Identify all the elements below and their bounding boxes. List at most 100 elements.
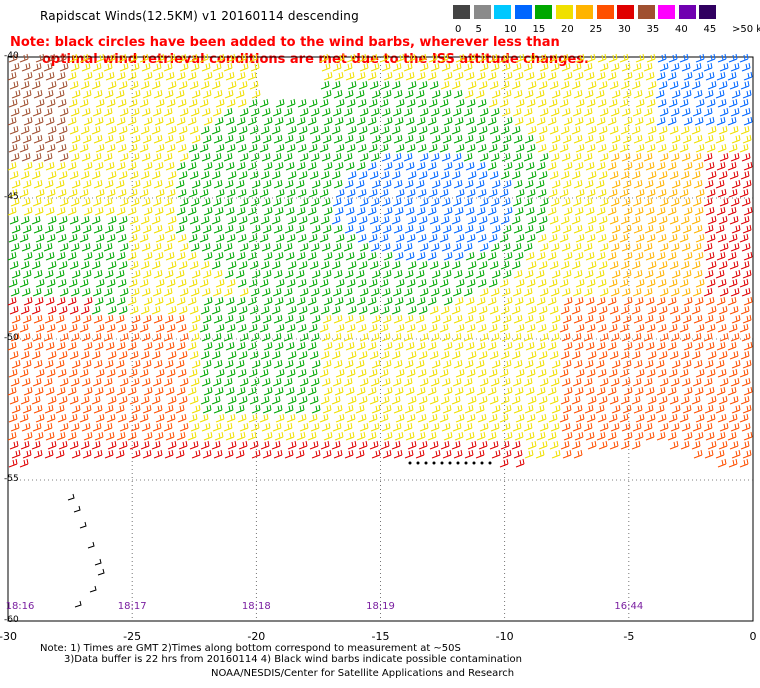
wind-barb xyxy=(670,152,680,162)
wind-barb xyxy=(369,215,379,225)
wind-barb xyxy=(523,62,533,72)
wind-barb xyxy=(427,116,437,126)
wind-barb xyxy=(381,422,391,432)
wind-barb xyxy=(367,206,377,216)
wind-barb xyxy=(536,386,546,396)
wind-barb xyxy=(489,260,499,270)
wind-barb xyxy=(695,233,705,243)
wind-barb xyxy=(103,332,113,342)
wind-barb xyxy=(130,332,140,342)
wind-barb xyxy=(634,116,644,126)
wind-barb xyxy=(740,215,750,225)
wind-barb xyxy=(225,431,235,441)
wind-barb xyxy=(620,80,630,90)
wind-barb xyxy=(658,125,668,135)
wind-barb xyxy=(502,449,512,459)
wind-barb xyxy=(321,197,331,207)
wind-barb xyxy=(392,332,402,342)
wind-barb xyxy=(683,161,693,171)
wind-barb xyxy=(454,386,464,396)
wind-barb xyxy=(547,71,557,81)
wind-barb xyxy=(81,62,91,72)
wind-barb xyxy=(44,359,54,369)
wind-barb xyxy=(20,350,30,360)
wind-barb xyxy=(488,98,498,108)
wind-barb xyxy=(215,413,225,423)
wind-barb xyxy=(716,71,726,81)
wind-barb xyxy=(34,251,44,261)
wind-barb xyxy=(128,413,138,423)
wind-barb xyxy=(463,422,473,432)
wind-barb xyxy=(154,206,164,216)
wind-barb xyxy=(297,233,307,243)
wind-barb xyxy=(260,350,270,360)
wind-barb xyxy=(695,413,705,423)
wind-barb xyxy=(707,395,717,405)
wind-barb xyxy=(307,431,317,441)
wind-barb xyxy=(299,152,309,162)
wind-barb xyxy=(548,98,558,108)
wind-barb xyxy=(419,377,429,387)
wind-barb xyxy=(35,278,45,288)
wind-barb xyxy=(262,269,272,279)
wind-barb xyxy=(346,53,356,63)
wind-barb xyxy=(705,206,715,216)
wind-barb xyxy=(164,89,174,99)
scale-label: 5 xyxy=(475,24,482,35)
wind-barb xyxy=(323,251,333,261)
wind-barb xyxy=(8,188,18,198)
wind-barb xyxy=(20,215,30,225)
wind-barb xyxy=(22,314,32,324)
wind-barb xyxy=(657,53,667,63)
wind-barb xyxy=(58,305,68,315)
wind-barb xyxy=(165,341,175,351)
wind-barb xyxy=(142,359,152,369)
wind-barb xyxy=(620,125,630,135)
wind-barb xyxy=(430,197,440,207)
wind-barb xyxy=(740,440,750,450)
wind-barb xyxy=(729,260,739,270)
wind-barb xyxy=(575,98,585,108)
wind-barb xyxy=(441,422,451,432)
wind-barb xyxy=(129,305,139,315)
wind-barb xyxy=(68,143,78,153)
wind-barb xyxy=(679,278,689,288)
wind-barb xyxy=(347,80,357,90)
wind-barb xyxy=(487,296,497,306)
wind-barb xyxy=(93,359,103,369)
wind-barb xyxy=(104,314,114,324)
wind-barb xyxy=(646,188,656,198)
wind-barb xyxy=(331,260,341,270)
wind-barb xyxy=(358,260,368,270)
wind-barb xyxy=(236,251,246,261)
wind-barb xyxy=(464,314,474,324)
wind-barb xyxy=(106,278,116,288)
wind-barb xyxy=(488,323,498,333)
wind-barb xyxy=(223,332,233,342)
wind-barb xyxy=(70,242,80,252)
wind-barb xyxy=(526,98,536,108)
wind-barb xyxy=(631,305,641,315)
wind-barb xyxy=(81,422,91,432)
wind-barb xyxy=(561,107,571,117)
wind-barb xyxy=(453,269,463,279)
wind-barb xyxy=(203,341,213,351)
wind-barb xyxy=(179,152,189,162)
wind-barb xyxy=(499,278,509,288)
wind-barb xyxy=(201,152,211,162)
wind-barb xyxy=(575,368,585,378)
wind-barb xyxy=(271,260,281,270)
wind-barb xyxy=(584,134,594,144)
wind-barb xyxy=(551,314,561,324)
wind-barb xyxy=(56,206,66,216)
wind-barb xyxy=(20,395,30,405)
wind-barb xyxy=(418,350,428,360)
wind-barb xyxy=(225,161,235,171)
wind-barb xyxy=(154,386,164,396)
wind-barb xyxy=(679,323,689,333)
wind-barb xyxy=(539,107,549,117)
wind-barb xyxy=(93,269,103,279)
wind-barb xyxy=(34,116,44,126)
wind-barb xyxy=(261,197,271,207)
wind-barb xyxy=(357,143,367,153)
